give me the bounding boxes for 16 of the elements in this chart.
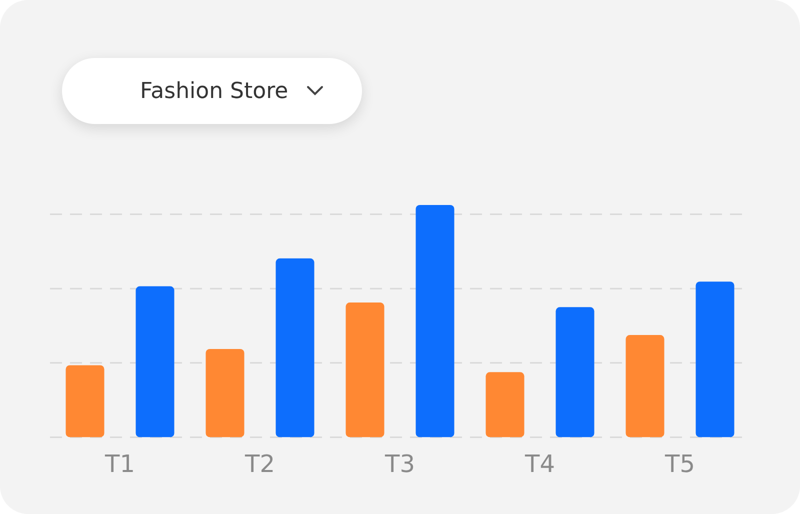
bar	[206, 348, 244, 438]
bar	[66, 365, 104, 438]
x-tick-label: T1	[104, 450, 135, 478]
x-tick-label: T4	[524, 450, 555, 478]
bar	[276, 258, 314, 438]
chart-title: Fashion Store	[140, 78, 288, 104]
bar	[416, 205, 454, 438]
x-tick-label: T5	[664, 450, 695, 478]
bar	[136, 286, 174, 438]
x-tick-label: T2	[244, 450, 275, 478]
bar	[696, 282, 734, 438]
x-tick-label: T3	[384, 450, 415, 478]
bar	[556, 307, 594, 438]
bar	[486, 372, 524, 438]
bar	[626, 335, 664, 438]
bar	[346, 302, 384, 438]
